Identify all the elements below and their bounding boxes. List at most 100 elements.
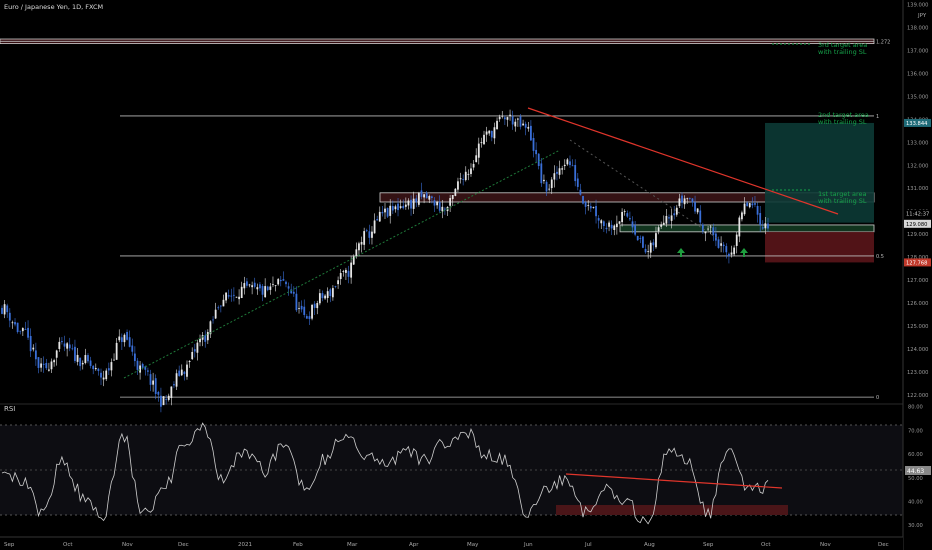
zone-long-target — [765, 122, 874, 223]
candle-body — [488, 130, 491, 134]
candle-body — [334, 286, 337, 287]
candle-body — [230, 295, 233, 297]
candle-body — [587, 205, 590, 206]
candle-body — [563, 164, 566, 167]
time-axis[interactable]: Sep Oct Nov Dec 2021 Feb Mar Apr May Jun Jul Aug Sep… — [0, 536, 903, 550]
candle-body — [217, 307, 220, 309]
fib-label-0: 0 — [876, 395, 879, 401]
candle-body — [402, 205, 405, 209]
candle-body — [68, 344, 71, 349]
zone-stop-loss — [765, 231, 874, 263]
candle-body — [287, 286, 290, 289]
candle-body — [537, 153, 540, 166]
price-axis[interactable]: 139.000138.000137.000136.000135.000134.0… — [902, 0, 932, 550]
candle-body — [154, 378, 157, 394]
candle-body — [618, 221, 621, 224]
price-badge — [904, 118, 931, 127]
candle-body — [746, 202, 749, 207]
candle-body — [615, 223, 618, 228]
candle-body — [295, 293, 298, 311]
candle-body — [407, 200, 410, 206]
price-tick-label: 123.000 — [907, 370, 928, 376]
candle-body — [89, 360, 92, 366]
candle-body — [467, 173, 470, 175]
candle-body — [553, 173, 556, 180]
candle-body — [40, 363, 42, 368]
candle-body — [303, 306, 306, 315]
candle-body — [694, 202, 696, 212]
candle-body — [298, 308, 300, 309]
candle-body — [665, 215, 668, 224]
candle-body — [483, 134, 485, 145]
candle-body — [8, 312, 11, 321]
candle-body — [141, 363, 144, 368]
rsi-line — [1, 422, 769, 525]
candle-body — [569, 161, 571, 166]
candle-body — [668, 217, 670, 219]
candle-body — [178, 370, 181, 376]
candle-body — [118, 336, 121, 341]
fib-label-0.5: 0.5 — [876, 254, 884, 260]
candle-body — [428, 195, 431, 200]
candle-body — [186, 364, 188, 377]
candle-body — [756, 205, 759, 215]
candle-body — [735, 234, 738, 246]
candle-body — [761, 227, 764, 229]
candle-body — [412, 198, 415, 209]
candle-body — [597, 218, 600, 221]
candle-body — [269, 286, 272, 290]
target3-line1: 3rd target area — [818, 41, 867, 49]
candle-body — [157, 391, 160, 395]
candle-body — [433, 200, 436, 206]
candle-body — [355, 249, 358, 256]
candle-body — [246, 281, 248, 286]
descending-trendline-red — [527, 107, 839, 215]
zone-support-box — [619, 224, 875, 233]
rsi-tick-label: 80.00 — [908, 405, 923, 411]
candle-body — [759, 213, 762, 226]
candle-body — [441, 206, 444, 212]
candle-body — [496, 120, 498, 130]
candle-body — [696, 208, 699, 213]
candle-body — [97, 368, 100, 372]
currency-label: JPY — [917, 13, 927, 19]
candle-body — [717, 239, 720, 248]
candle-body — [321, 293, 324, 299]
candle-body — [100, 372, 102, 378]
candle-body — [514, 121, 517, 127]
candle-body — [386, 208, 389, 217]
dotted-trendline — [569, 139, 721, 241]
candle-body — [285, 281, 287, 285]
candle-body — [397, 203, 399, 211]
candle-body — [149, 374, 152, 385]
candle-body — [712, 227, 715, 236]
candle-body — [170, 386, 173, 398]
candle-body — [199, 338, 201, 343]
candle-body — [381, 212, 384, 214]
candle-body — [636, 235, 639, 241]
time-label: Nov — [122, 542, 133, 548]
candle-body — [415, 198, 418, 203]
candle-body — [548, 188, 551, 190]
candle-body — [730, 252, 733, 255]
candle-body — [754, 203, 756, 205]
candle-body — [501, 115, 504, 117]
candle-body — [84, 355, 87, 364]
candle-body — [253, 282, 256, 287]
candle-body — [290, 289, 293, 294]
candle-body — [45, 363, 48, 369]
candle-body — [449, 198, 452, 206]
candle-body — [193, 349, 196, 352]
candle-body — [688, 197, 691, 199]
candle-body — [647, 251, 650, 252]
candle-body — [11, 322, 14, 324]
candle-body — [425, 192, 428, 199]
candle-body — [701, 224, 704, 232]
candle-body — [733, 247, 736, 255]
candle-body — [240, 286, 243, 298]
candle-body — [110, 362, 113, 371]
time-label: 2021 — [238, 542, 252, 548]
candle-body — [634, 224, 637, 235]
candle-body — [180, 369, 183, 376]
